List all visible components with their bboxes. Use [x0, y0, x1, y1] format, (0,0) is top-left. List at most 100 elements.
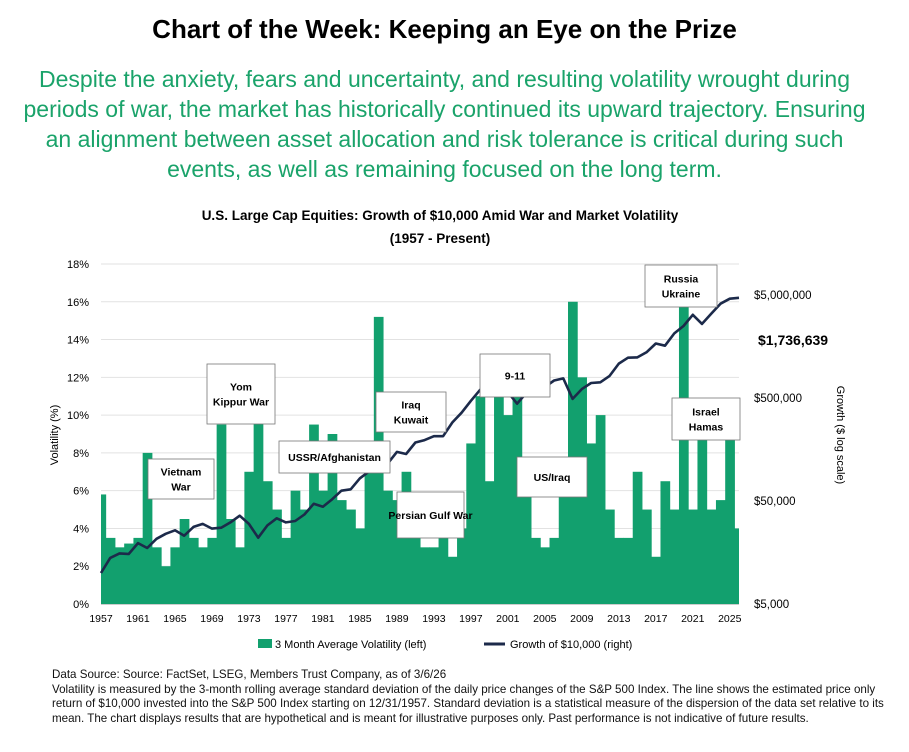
volatility-bar — [521, 481, 532, 604]
volatility-bar — [429, 547, 440, 604]
x-tick: 1981 — [311, 613, 335, 625]
volatility-bar — [216, 424, 227, 604]
volatility-bar — [336, 500, 347, 604]
chart-title: U.S. Large Cap Equities: Growth of $10,0… — [202, 208, 679, 223]
y-tick-left: 4% — [73, 523, 89, 535]
volatility-bar — [494, 396, 504, 604]
x-tick: 1989 — [385, 613, 409, 625]
annotation-label: Iraq — [401, 400, 420, 412]
volatility-bar — [364, 462, 375, 604]
y-tick-right: $50,000 — [754, 496, 796, 508]
x-tick: 1973 — [237, 613, 261, 625]
volatility-bar — [114, 547, 125, 604]
volatility-bar — [161, 566, 171, 604]
volatility-bar — [466, 443, 477, 604]
y-tick-right: $5,000 — [754, 599, 789, 611]
legend-label-growth: Growth of $10,000 (right) — [510, 639, 632, 651]
volatility-bar — [253, 415, 264, 604]
volatility-bar — [207, 537, 218, 604]
annotation-label: Kuwait — [394, 415, 429, 427]
annotation-callout: Israel Hamas — [671, 397, 741, 441]
x-tick: 2001 — [496, 613, 520, 625]
annotation-callout: Russia Ukraine — [644, 264, 718, 308]
volatility-bar — [410, 509, 421, 604]
volatility-bar — [105, 537, 116, 604]
annotation-callout: US/Iraq — [516, 456, 588, 498]
volatility-bar — [632, 471, 643, 604]
volatility-bar — [438, 528, 449, 604]
y-tick-left: 18% — [67, 259, 89, 271]
legend-swatch-volatility — [258, 639, 272, 648]
annotation-label: Hamas — [689, 422, 724, 434]
volatility-bar — [706, 509, 717, 604]
volatility-bar — [262, 481, 273, 604]
y-tick-right: $500,000 — [754, 393, 802, 405]
growth-line-group — [99, 296, 740, 574]
y-tick-left: 10% — [67, 410, 89, 422]
volatility-bar — [346, 509, 356, 604]
x-tick: 1957 — [89, 613, 113, 625]
volatility-bar — [420, 547, 430, 604]
annotation-label: Russia — [664, 274, 699, 286]
annotation-label: Vietnam — [161, 467, 202, 479]
volatility-bar — [586, 443, 597, 604]
y-axis-right-label: Growth ($ log scale) — [834, 386, 846, 484]
annotation-label: 9-11 — [505, 371, 526, 383]
volatility-bar — [568, 301, 578, 604]
volatility-bar — [447, 556, 458, 604]
page-subtitle: Despite the anxiety, fears and uncertain… — [23, 66, 866, 182]
volatility-bar — [281, 537, 292, 604]
annotation-box — [206, 363, 276, 425]
y-axis-right: $5,000 $50,000 $500,000 $5,000,000 — [754, 290, 812, 611]
volatility-bar — [299, 509, 310, 604]
volatility-bar — [383, 490, 393, 604]
volatility-bar — [558, 481, 569, 604]
volatility-bar — [355, 528, 366, 604]
page-title: Chart of the Week: Keeping an Eye on the… — [152, 14, 737, 44]
volatility-bar — [660, 481, 671, 604]
volatility-bar — [623, 537, 634, 604]
y-tick-left: 16% — [67, 297, 89, 309]
volatility-bar — [688, 509, 698, 604]
annotation-label: Persian Gulf War — [388, 510, 472, 522]
annotation-box — [479, 353, 551, 398]
x-tick: 1985 — [348, 613, 372, 625]
annotation-callout: Vietnam War — [147, 458, 215, 500]
annotation-label: Israel — [692, 407, 720, 419]
volatility-bar — [614, 537, 624, 604]
annotation-box — [644, 264, 718, 308]
annotation-callout: Persian Gulf War — [388, 491, 473, 539]
volatility-bar — [198, 547, 208, 604]
x-tick: 2005 — [533, 613, 557, 625]
volatility-bar — [697, 434, 708, 604]
volatility-bar — [604, 509, 615, 604]
volatility-bar — [225, 519, 236, 604]
volatility-bar — [669, 509, 680, 604]
y-tick-left: 2% — [73, 561, 89, 573]
volatility-bar — [309, 424, 319, 604]
annotation-label: Ukraine — [662, 289, 701, 301]
annotation-box — [671, 397, 741, 441]
x-tick: 1961 — [126, 613, 150, 625]
volatility-bar — [124, 543, 134, 604]
annotation-box — [375, 391, 447, 433]
y-tick-right: $5,000,000 — [754, 290, 812, 302]
x-tick: 2021 — [681, 613, 705, 625]
y-tick-left: 8% — [73, 448, 89, 460]
volatility-bar — [475, 396, 486, 604]
growth-line — [99, 296, 740, 574]
volatility-bar — [503, 415, 513, 604]
volatility-bar — [678, 301, 689, 604]
x-tick: 1977 — [274, 613, 298, 625]
x-tick: 2013 — [607, 613, 631, 625]
legend: 3 Month Average Volatility (left) Growth… — [258, 639, 632, 651]
volatility-bar — [318, 490, 329, 604]
x-tick: 1965 — [163, 613, 187, 625]
footnotes: Data Source: Source: FactSet, LSEG, Memb… — [52, 668, 902, 726]
x-tick: 2017 — [644, 613, 668, 625]
volatility-bar — [133, 537, 144, 604]
volatility-bar — [188, 537, 199, 604]
x-tick: 1997 — [459, 613, 483, 625]
y-axis-left-label: Volatility (%) — [49, 405, 61, 466]
annotation-label: US/Iraq — [534, 472, 571, 484]
